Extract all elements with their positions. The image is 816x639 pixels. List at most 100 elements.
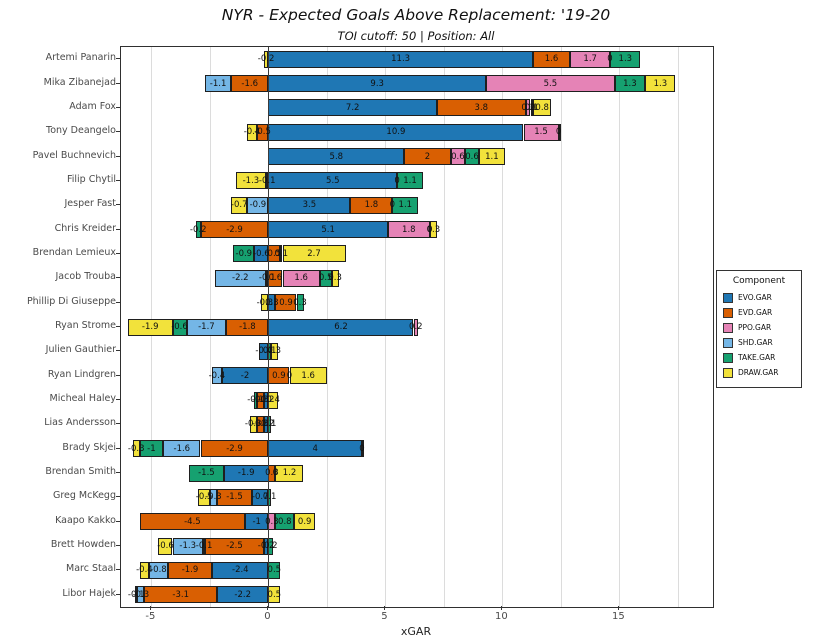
segment-value-label: -4.5 (184, 516, 201, 527)
segment-value-label: 1.8 (402, 224, 416, 235)
bar-segment-shd-gar (209, 488, 217, 506)
bar-segment-take-gar (392, 196, 419, 214)
segment-value-label: 0 (389, 200, 396, 211)
segment-value-label: -1.6 (241, 78, 258, 89)
bar-segment-shd-gar (214, 269, 267, 287)
segment-value-label: -0.7 (251, 492, 269, 503)
bar-segment-evd-gar (256, 391, 264, 409)
segment-value-label: -0.9 (235, 248, 253, 259)
segment-value-label: 0 (530, 102, 536, 113)
segment-value-label: 0.3 (265, 297, 279, 308)
segment-value-label: -1 (252, 516, 261, 527)
x-tick-mark (150, 606, 152, 610)
segment-value-label: -0.4 (243, 126, 261, 137)
bar-segment-evo-gar (263, 415, 269, 433)
segment-value-label: -2.5 (226, 540, 243, 551)
bar-segment-take-gar (135, 586, 138, 604)
bar-segment-shd-gar (558, 123, 561, 141)
legend-swatch-evd-gar (723, 307, 733, 318)
segment-value-label: -0.3 (127, 443, 145, 454)
segment-value-label: 0.9 (297, 516, 312, 527)
segment-value-label: -0.3 (251, 419, 269, 430)
legend-entry: EVO.GAR (723, 290, 795, 305)
gridline (502, 47, 504, 607)
bar-segment-evd-gar (144, 586, 217, 604)
segment-value-label: 0.1 (524, 102, 539, 113)
segment-value-label: -3.1 (172, 589, 189, 600)
bar-segment-ppo-gar (362, 440, 364, 458)
player-label: Julien Gauthier (45, 344, 116, 356)
zero-line (268, 47, 270, 607)
segment-value-label: -0.3 (256, 297, 274, 308)
x-tick-mark (501, 606, 503, 610)
segment-value-label: 1.1 (485, 151, 499, 162)
x-tick-mark (267, 606, 269, 610)
y-tick (116, 179, 120, 181)
bar-segment-evo-gar (212, 561, 269, 579)
bar-segment-take-gar (319, 269, 332, 287)
bar-row: -2 0.9 0 -0.4 1.6 (121, 364, 713, 388)
segment-value-label: 0.3 (426, 224, 441, 235)
bar-segment-evd-gar (436, 99, 526, 117)
segment-value-label: 0.5 (318, 273, 333, 284)
segment-value-label: -0.7 (230, 200, 248, 211)
bar-segment-ppo-gar (202, 537, 206, 555)
segment-value-label: -1.5 (198, 467, 215, 478)
segment-value-label: 3.8 (474, 102, 489, 113)
y-tick (116, 593, 120, 595)
player-label: Marc Staal (66, 563, 116, 575)
segment-value-label: 0.6 (465, 151, 479, 162)
segment-value-label: 0.2 (409, 321, 423, 332)
bar-segment-evo-gar (254, 245, 269, 263)
legend-title: Component (732, 276, 786, 286)
bar-segment-evo-gar (221, 367, 269, 385)
segment-value-label: 2 (424, 151, 431, 162)
bar-segment-ppo-gar (525, 99, 531, 117)
legend-entry: SHD.GAR (723, 335, 795, 350)
y-tick (116, 277, 120, 279)
segment-value-label: -1.5 (226, 492, 243, 503)
segment-value-label: 1.1 (403, 175, 417, 186)
segment-value-label: 1.3 (653, 78, 668, 89)
bar-segment-draw-gar (235, 172, 267, 190)
bar-segment-evd-gar (205, 537, 264, 555)
segment-value-label: -0.9 (249, 200, 267, 211)
segment-value-label: -1.6 (173, 443, 191, 454)
player-label: Tony Deangelo (46, 125, 116, 137)
bar-segment-draw-gar (249, 415, 257, 433)
y-tick (116, 520, 120, 522)
y-tick (116, 326, 120, 327)
segment-value-label: 6.2 (334, 321, 348, 332)
segment-value-label: 2.7 (307, 248, 321, 259)
x-tick-label: 15 (612, 611, 625, 622)
segment-value-label: 4 (312, 443, 318, 454)
bar-segment-take-gar (275, 513, 295, 531)
y-tick (116, 82, 120, 84)
bar-segment-ppo-gar (280, 245, 283, 263)
segment-value-label: 0 (394, 175, 400, 186)
bar-segment-evd-gar (266, 172, 269, 190)
legend-entry-label: PPO.GAR (738, 323, 772, 332)
segment-value-label: 1.6 (301, 370, 315, 381)
bar-segment-evd-gar (167, 561, 213, 579)
y-tick (116, 228, 120, 230)
bar-segment-evo-gar (259, 342, 269, 360)
segment-value-label: -2.9 (226, 224, 243, 235)
legend-entry: PPO.GAR (723, 320, 795, 335)
segment-value-label: -0.4 (208, 370, 226, 381)
segment-value-label: 11.3 (391, 53, 411, 64)
gridline (443, 47, 445, 607)
bar-row: 5.8 2 0.6 0.6 1.1 (121, 144, 713, 168)
segment-value-label: -0.1 (258, 273, 276, 284)
segment-value-label: 0.3 (265, 516, 279, 527)
legend-swatch-ppo-gar (723, 322, 733, 333)
bar-segment-evd-gar (256, 415, 264, 433)
segment-value-label: -0.1 (258, 175, 276, 186)
bar-segment-shd-gar (163, 440, 201, 458)
segment-value-label: -2 (240, 370, 250, 381)
bar-segment-shd-gar (149, 561, 168, 579)
segment-value-label: -0.5 (254, 126, 271, 137)
bar-segment-draw-gar (132, 440, 140, 458)
segment-value-label: -2.9 (226, 443, 243, 454)
player-label: Brett Howden (50, 539, 116, 551)
